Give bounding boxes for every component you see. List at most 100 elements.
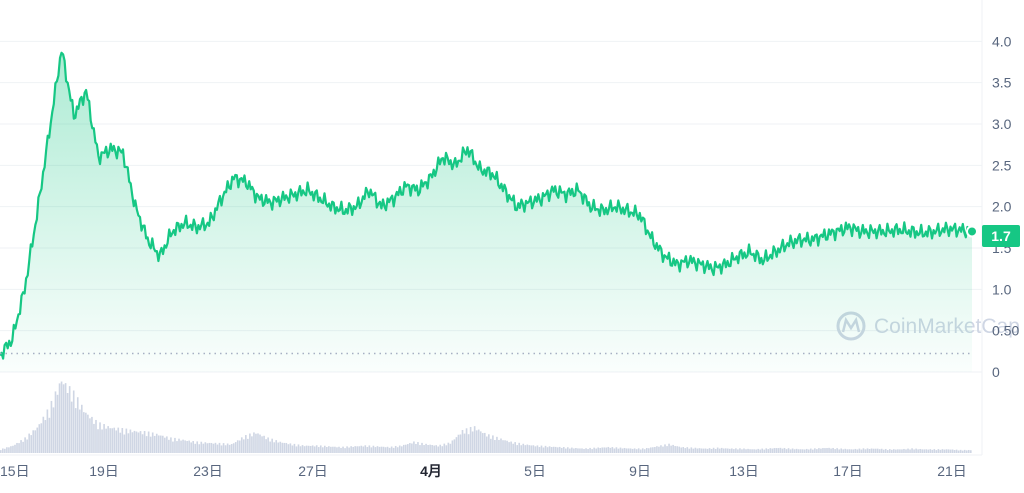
y-tick-label: 2.5 <box>992 157 1012 173</box>
x-tick-label: 9日 <box>629 463 651 479</box>
volume-bar <box>402 444 405 453</box>
volume-bar <box>917 449 919 453</box>
volume-bar <box>872 448 875 453</box>
volume-bar <box>787 448 790 453</box>
volume-bar <box>348 447 350 453</box>
volume-bar <box>417 442 419 453</box>
volume-bar <box>60 381 63 453</box>
volume-bar <box>789 449 792 453</box>
volume-bar <box>326 447 328 453</box>
volume-bar <box>297 444 300 453</box>
volume-bar <box>534 446 537 453</box>
volume-bar <box>965 450 968 453</box>
volume-bar <box>220 445 223 453</box>
x-tick-label: 27日 <box>298 463 328 479</box>
volume-bar <box>32 430 35 453</box>
volume-bar <box>230 444 233 453</box>
volume-bar <box>496 436 498 453</box>
price-line[interactable] <box>0 51 973 360</box>
volume-bar <box>799 449 802 453</box>
volume-bar <box>147 431 150 453</box>
volume-bar <box>461 429 464 453</box>
volume-bar <box>724 448 727 453</box>
volume-bar <box>581 448 583 453</box>
volume-bar <box>751 449 753 453</box>
volume-bar <box>911 448 913 453</box>
volume-bar <box>870 448 873 453</box>
volume-bar <box>368 445 371 453</box>
volume-bar <box>210 442 213 453</box>
price-badge-label: 1.7 <box>991 228 1011 244</box>
volume-bar <box>87 414 89 453</box>
volume-bar <box>307 445 310 453</box>
volume-bar <box>494 439 496 453</box>
volume-bar <box>558 446 561 453</box>
volume-bar <box>22 441 24 453</box>
volume-bar <box>518 442 521 453</box>
volume-bar <box>688 448 691 453</box>
volume-bar <box>747 448 749 453</box>
volume-bar <box>216 444 219 453</box>
volume-bar <box>131 432 134 453</box>
volume-bar <box>599 447 602 453</box>
volume-bar <box>874 448 877 453</box>
volume-bar <box>34 430 37 453</box>
volume-bar <box>820 448 822 453</box>
volume-bar <box>95 419 97 453</box>
volume-bar <box>959 449 962 453</box>
x-tick-label: 23日 <box>193 463 223 479</box>
volume-bar <box>716 447 719 453</box>
volume-bar <box>826 448 828 453</box>
volume-bar <box>305 445 308 453</box>
volume-bar <box>115 430 118 453</box>
current-price-dot[interactable] <box>966 225 978 238</box>
volume-bar <box>591 449 593 453</box>
volume-bar <box>473 426 476 453</box>
volume-bar <box>186 440 188 453</box>
volume-bar <box>360 445 363 453</box>
volume-bar <box>279 441 282 453</box>
volume-bar <box>72 390 75 453</box>
volume-bar <box>585 448 587 453</box>
volume-bar <box>263 435 265 453</box>
volume-bar <box>162 435 164 453</box>
volume-bar <box>202 443 205 453</box>
volume-bar <box>483 432 486 453</box>
volume-bar <box>407 444 409 453</box>
x-axis: 15日 19日 23日 27日 4月 5日 9日 13日 17日 21日 <box>0 463 967 479</box>
volume-bar <box>441 446 444 453</box>
volume-bar <box>609 447 612 453</box>
volume-bar <box>929 449 932 453</box>
volume-bar <box>259 434 261 453</box>
volume-bar <box>301 445 304 453</box>
volume-bar <box>319 445 322 453</box>
volume-bar <box>30 435 32 453</box>
volume-bar <box>921 449 923 453</box>
volume-bar <box>184 440 186 453</box>
volume-bar <box>451 440 454 453</box>
volume-bar <box>249 433 251 453</box>
volume-bar <box>828 447 830 453</box>
volume-bar <box>68 386 71 453</box>
y-tick-label: 4.0 <box>992 33 1012 49</box>
volume-bar <box>433 445 435 453</box>
volume-bar <box>702 448 705 453</box>
volume-bar <box>767 449 770 453</box>
volume-bar <box>228 444 231 453</box>
volume-bar <box>295 446 298 453</box>
volume-bar <box>822 448 824 453</box>
volume-bar <box>366 446 369 453</box>
volume-bar <box>696 448 699 453</box>
volume-bar <box>726 448 729 453</box>
volume-bar <box>123 434 126 453</box>
volume-bar <box>411 443 413 453</box>
volume-bar <box>245 435 247 453</box>
volume-bar <box>232 443 235 453</box>
volume-bar <box>745 449 747 453</box>
volume-bar <box>569 448 571 453</box>
volume-bar <box>435 445 437 453</box>
volume-bar <box>117 427 120 453</box>
volume-bar <box>694 447 697 453</box>
